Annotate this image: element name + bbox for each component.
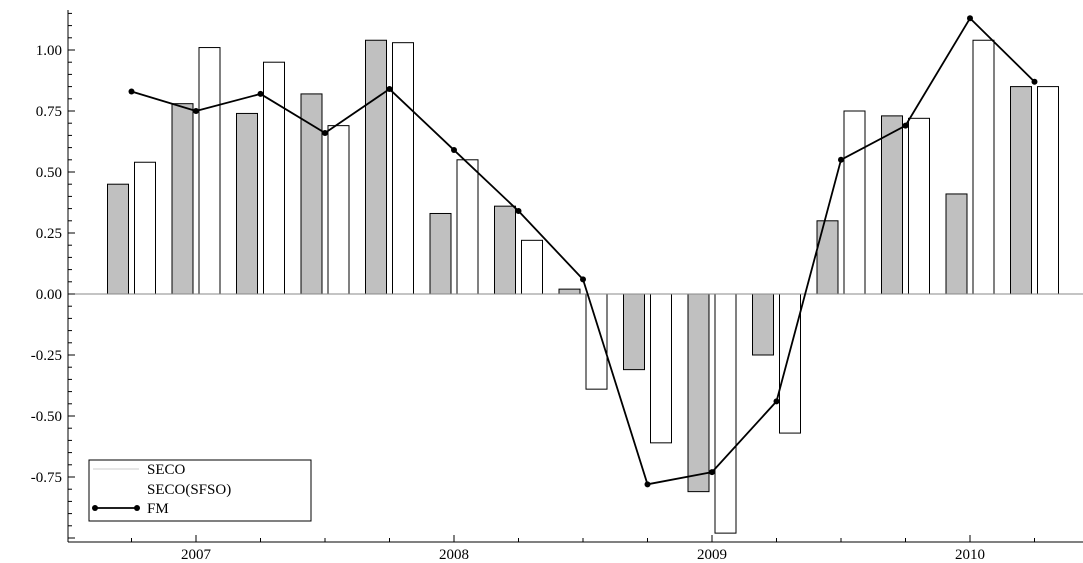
fm-line-layer — [128, 15, 1038, 488]
x-tick-label: 2007 — [181, 547, 212, 563]
legend-label: FM — [147, 501, 169, 517]
seco-bar-0 — [107, 183, 129, 295]
seco-sfso-bar-3 — [327, 125, 350, 295]
y-tick-label: -0.75 — [31, 470, 62, 486]
y-tick-label: 0.75 — [36, 104, 62, 120]
seco-bar-8 — [623, 293, 645, 371]
seco-sfso-bar-9 — [714, 293, 737, 534]
fm-point-6 — [515, 208, 522, 215]
y-tick-label: 0.50 — [36, 165, 62, 181]
seco-bar-5 — [429, 212, 452, 295]
seco-sfso-bar-6 — [521, 239, 543, 295]
legend-label: SECO(SFSO) — [147, 482, 231, 498]
seco-bar-1 — [171, 103, 194, 295]
seco-sfso-bar-4 — [392, 42, 414, 295]
seco-sfso-bar-5 — [456, 159, 479, 295]
y-tick-label: 0.00 — [36, 287, 62, 303]
seco-bar-10 — [752, 293, 774, 356]
seco-sfso-bar-10 — [779, 293, 801, 434]
fm-point-10 — [773, 398, 780, 405]
seco-bar-4 — [365, 39, 387, 295]
legend-label: SECO — [147, 462, 186, 478]
axes: 1.00 0.75 0.50 0.25 0.00 -0.25 -0.50 -0.75 2007 2… — [31, 10, 1083, 563]
legend-box — [88, 459, 312, 522]
fm-point-1 — [193, 108, 199, 114]
fm-point-14 — [1031, 78, 1038, 85]
fm-point-4 — [386, 86, 393, 93]
fm-point-7 — [580, 276, 586, 283]
y-tick-label: 1.00 — [36, 43, 62, 59]
fm-point-3 — [322, 129, 328, 136]
x-tick-label: 2008 — [439, 547, 469, 563]
seco-sfso-bar-14 — [1037, 86, 1059, 295]
fm-point-12 — [902, 122, 909, 129]
seco-sfso-bar-0 — [134, 161, 156, 295]
legend: SECO SECO(SFSO) FM — [88, 459, 312, 522]
legend-swatch-fm-marker — [92, 505, 98, 511]
seco-sfso-bar-8 — [650, 293, 672, 444]
fm-point-5 — [451, 147, 457, 154]
seco-sfso-bar-13 — [972, 39, 995, 295]
x-tick-label: 2009 — [697, 547, 727, 563]
seco-sfso-bar-12 — [908, 117, 930, 295]
fm-point-9 — [709, 469, 715, 476]
fm-point-8 — [644, 481, 651, 488]
seco-sfso-bar-7 — [585, 293, 608, 390]
y-tick-label: -0.25 — [31, 348, 62, 364]
seco-sfso-bar-11 — [843, 110, 866, 295]
seco-bar-14 — [1010, 86, 1032, 295]
seco-bar-12 — [881, 115, 903, 295]
seco-bar-6 — [494, 205, 516, 295]
seco-bar-13 — [945, 193, 968, 295]
x-tick-label: 2010 — [955, 547, 985, 563]
fm-point-2 — [257, 90, 264, 97]
bars-layer — [107, 39, 1059, 534]
seco-bar-7 — [558, 288, 581, 295]
seco-bar-11 — [816, 220, 839, 295]
legend-swatch-fm-marker — [134, 505, 140, 511]
fm-point-0 — [128, 88, 135, 95]
fm-point-13 — [967, 15, 973, 22]
y-tick-label: -0.50 — [31, 409, 62, 425]
seco-bar-9 — [687, 293, 710, 493]
seco-bar-2 — [236, 112, 258, 295]
y-tick-label: 0.25 — [36, 226, 62, 242]
seco-sfso-bar-1 — [198, 47, 221, 295]
fm-point-11 — [838, 156, 844, 163]
